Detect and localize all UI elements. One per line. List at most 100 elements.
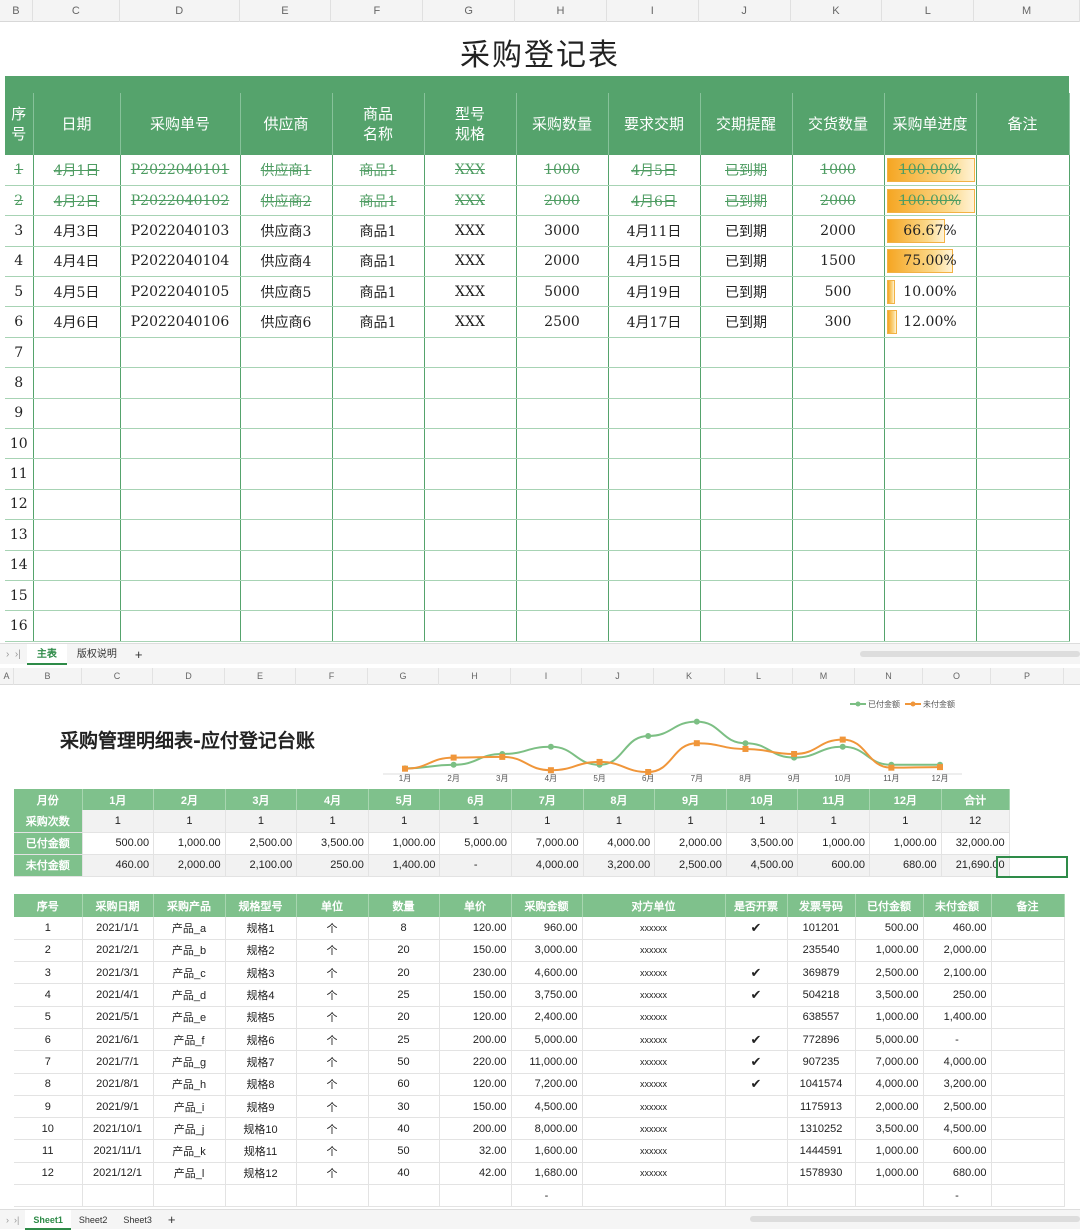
summary-cell[interactable]: 1,000.00 (869, 832, 942, 855)
empty-cell[interactable] (884, 367, 977, 399)
detail-cell[interactable]: 个 (296, 983, 369, 1007)
detail-cell[interactable]: 2021/2/1 (82, 939, 154, 963)
detail-cell[interactable]: 1310252 (787, 1117, 856, 1141)
empty-cell[interactable] (884, 428, 977, 460)
detail-cell[interactable]: 个 (296, 1139, 369, 1163)
cell-note[interactable] (976, 276, 1070, 308)
detail-cell[interactable]: 规格3 (225, 961, 297, 985)
summary-cell[interactable]: 1 (511, 810, 584, 833)
empty-cell[interactable] (424, 519, 517, 551)
empty-cell[interactable] (120, 398, 241, 430)
detail-cell[interactable] (14, 1184, 83, 1208)
detail-cell[interactable]: xxxxxx (582, 1006, 726, 1029)
summary-cell[interactable]: 2,000.00 (153, 854, 226, 878)
detail-cell[interactable]: 20 (368, 961, 440, 985)
cell-remind[interactable]: 已到期 (700, 185, 793, 217)
empty-cell[interactable] (332, 398, 425, 430)
summary-cell[interactable]: 1 (82, 810, 155, 833)
detail-cell[interactable]: - (923, 1184, 992, 1208)
column-letter[interactable]: E (240, 0, 332, 22)
empty-cell[interactable] (700, 367, 793, 399)
empty-cell[interactable] (120, 337, 241, 369)
invoice-check-cell[interactable]: ✔ (725, 1050, 788, 1074)
detail-cell[interactable] (991, 1050, 1065, 1074)
invoice-check-cell[interactable]: ✔ (725, 1028, 788, 1052)
invoice-check-cell[interactable]: ✔ (725, 1073, 788, 1096)
detail-cell[interactable]: xxxxxx (582, 1117, 726, 1141)
detail-cell[interactable] (153, 1184, 226, 1208)
cell-spec[interactable]: XXX (424, 276, 517, 308)
detail-cell[interactable]: 3,200.00 (923, 1073, 992, 1096)
empty-cell[interactable] (608, 580, 701, 612)
summary-cell[interactable]: 1,000.00 (368, 832, 441, 855)
detail-cell[interactable] (582, 1184, 726, 1208)
empty-cell[interactable] (332, 367, 425, 399)
detail-cell[interactable]: 规格9 (225, 1095, 297, 1119)
detail-cell[interactable]: 产品_j (153, 1117, 226, 1141)
summary-cell[interactable]: 1 (296, 810, 369, 833)
empty-cell[interactable] (792, 550, 885, 581)
detail-cell[interactable] (991, 961, 1065, 985)
cell-remind[interactable]: 已到期 (700, 276, 793, 308)
column-letter[interactable]: G (368, 668, 439, 685)
detail-cell[interactable]: xxxxxx (582, 983, 726, 1007)
summary-cell[interactable]: 1,000.00 (153, 832, 226, 855)
empty-cell[interactable] (608, 519, 701, 551)
detail-cell[interactable]: 产品_i (153, 1095, 226, 1119)
summary-cell[interactable]: 7,000.00 (511, 832, 584, 855)
row-number[interactable]: 8 (5, 367, 34, 399)
empty-cell[interactable] (792, 610, 885, 642)
empty-cell[interactable] (700, 337, 793, 369)
empty-cell[interactable] (240, 398, 333, 430)
detail-cell[interactable]: 200.00 (439, 1028, 512, 1052)
detail-cell[interactable]: 120.00 (439, 917, 512, 940)
row-label[interactable]: 已付金额 (14, 832, 83, 855)
empty-cell[interactable] (516, 398, 609, 430)
summary-cell[interactable]: 600.00 (797, 854, 871, 878)
detail-cell[interactable]: 600.00 (923, 1139, 992, 1163)
empty-cell[interactable] (120, 458, 241, 490)
summary-cell[interactable]: 1 (583, 810, 656, 833)
empty-cell[interactable] (424, 580, 517, 612)
detail-cell[interactable]: 2021/5/1 (82, 1006, 154, 1029)
cell-remind[interactable]: 已到期 (700, 246, 793, 278)
detail-cell[interactable]: 3,500.00 (855, 1117, 924, 1141)
cell-spec[interactable]: XXX (424, 306, 517, 338)
empty-cell[interactable] (608, 458, 701, 490)
cell-delivered[interactable]: 2000 (792, 185, 885, 217)
detail-cell[interactable] (439, 1184, 512, 1208)
detail-cell[interactable]: 2,500.00 (855, 961, 924, 985)
empty-cell[interactable] (516, 337, 609, 369)
cell-delivered[interactable]: 300 (792, 306, 885, 338)
detail-cell[interactable]: 4,000.00 (923, 1050, 992, 1074)
cell-qty[interactable]: 2000 (516, 246, 609, 278)
detail-cell[interactable]: 8 (14, 1073, 83, 1096)
detail-cell[interactable]: 30 (368, 1095, 440, 1119)
empty-cell[interactable] (976, 398, 1070, 430)
empty-cell[interactable] (33, 519, 121, 551)
column-letter[interactable]: P (991, 668, 1064, 685)
invoice-check-cell[interactable] (725, 939, 788, 963)
detail-cell[interactable]: 个 (296, 1162, 369, 1186)
empty-cell[interactable] (240, 610, 333, 642)
detail-cell[interactable]: 3,750.00 (511, 983, 583, 1007)
detail-cell[interactable]: xxxxxx (582, 1139, 726, 1163)
detail-cell[interactable] (991, 1073, 1065, 1096)
detail-cell[interactable] (368, 1184, 440, 1208)
detail-cell[interactable]: xxxxxx (582, 939, 726, 963)
cell-spec[interactable]: XXX (424, 246, 517, 278)
detail-cell[interactable] (991, 1028, 1065, 1052)
empty-cell[interactable] (792, 458, 885, 490)
invoice-check-cell[interactable] (725, 1006, 788, 1029)
summary-cell[interactable]: 2,100.00 (225, 854, 298, 878)
cell-qty[interactable]: 2000 (516, 185, 609, 217)
empty-cell[interactable] (608, 367, 701, 399)
column-letter[interactable]: G (423, 0, 516, 22)
cell-delivered[interactable]: 2000 (792, 215, 885, 247)
detail-cell[interactable]: 7,200.00 (511, 1073, 583, 1096)
cell-progress[interactable]: 10.00% (884, 276, 977, 308)
cell-due[interactable]: 4月17日 (608, 306, 701, 338)
cell-item[interactable]: 商品1 (332, 185, 425, 217)
column-letter[interactable]: L (725, 668, 793, 685)
row-label[interactable]: 采购次数 (14, 810, 83, 833)
